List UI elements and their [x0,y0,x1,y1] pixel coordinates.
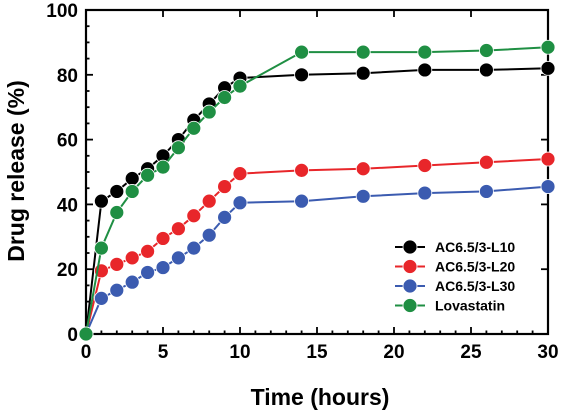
data-point [140,167,156,183]
y-tick-label: 40 [57,195,78,216]
axes: 0 5 10 15 20 25 30 0 20 40 60 80 100 [46,1,558,363]
data-point [294,162,310,178]
data-point [217,90,233,105]
legend-marker [402,259,418,274]
data-point [155,159,171,175]
data-point [417,158,433,173]
y-tick-label: 100 [46,1,78,22]
legend-marker [402,239,418,255]
data-point [355,44,371,60]
legend-label: Lovastatin [435,298,505,314]
x-axis-title: Time (hours) [251,384,390,410]
x-tick-label: 25 [460,342,482,363]
legend-label: AC6.5/3-L30 [435,278,515,294]
data-point [232,78,248,94]
series-layer [78,39,556,342]
data-point [124,184,140,199]
data-point [124,250,140,266]
legend-item: Lovastatin [395,298,505,314]
x-tick-label: 15 [306,342,328,363]
series-line [85,158,549,335]
data-point [478,154,494,170]
legend-item: AC6.5/3-L30 [395,278,515,294]
data-point [140,265,156,280]
data-point [540,39,556,55]
data-point [94,290,109,306]
data-point [540,60,556,76]
data-point [186,208,202,224]
legend: AC6.5/3-L10 AC6.5/3-L20 AC6.5/3-L30 Lovasta… [395,239,515,314]
data-point [355,65,371,81]
series-ac6-5-3-l30 [78,179,556,342]
data-point [109,184,125,199]
x-tick-label: 10 [229,342,250,363]
data-point [201,193,217,209]
data-point [94,193,109,209]
data-point [540,151,556,167]
data-point [201,104,217,120]
data-point [355,188,371,204]
x-tick-label: 0 [81,342,92,363]
data-point [109,205,125,220]
series-lovastatin [78,39,556,342]
y-tick-label: 20 [57,260,78,281]
data-point [540,179,556,194]
series-line [85,46,549,335]
data-point [155,231,171,246]
legend-item: AC6.5/3-L10 [395,239,515,255]
data-point [109,282,125,298]
data-point [417,185,433,201]
data-point [217,209,233,225]
data-point [170,250,186,266]
y-tick-label: 0 [67,325,78,346]
series-ac6-5-3-l10 [78,60,556,342]
data-point [232,195,248,211]
data-point [478,43,494,58]
data-point [170,221,186,237]
data-point [417,62,433,78]
x-tick-label: 5 [158,342,169,363]
data-point [124,171,140,186]
legend-marker [402,298,418,313]
data-point [140,243,156,259]
data-point [294,67,310,83]
data-point [170,140,186,156]
series-ac6-5-3-l20 [78,151,556,342]
data-point [294,193,310,209]
data-point [78,326,94,342]
data-point [294,44,310,60]
legend-label: AC6.5/3-L10 [435,239,515,255]
data-point [94,240,109,256]
legend-marker [402,278,418,294]
data-point [478,184,494,199]
data-point [232,166,248,182]
series-line [85,185,549,335]
data-point [124,274,140,290]
data-point [201,227,217,243]
data-point [186,120,202,136]
data-point [217,179,233,194]
data-point [186,240,202,256]
y-tick-label: 80 [57,66,78,87]
x-tick-label: 20 [383,342,404,363]
legend-item: AC6.5/3-L20 [395,259,515,275]
data-point [355,161,371,177]
data-point [478,62,494,78]
x-tick-label: 30 [537,342,558,363]
y-tick-label: 60 [57,131,78,152]
legend-label: AC6.5/3-L20 [435,259,515,275]
series-line [85,67,549,335]
data-point [417,44,433,60]
y-axis-title: Drug release (%) [3,80,29,262]
data-point [109,256,125,272]
data-point [155,260,171,275]
